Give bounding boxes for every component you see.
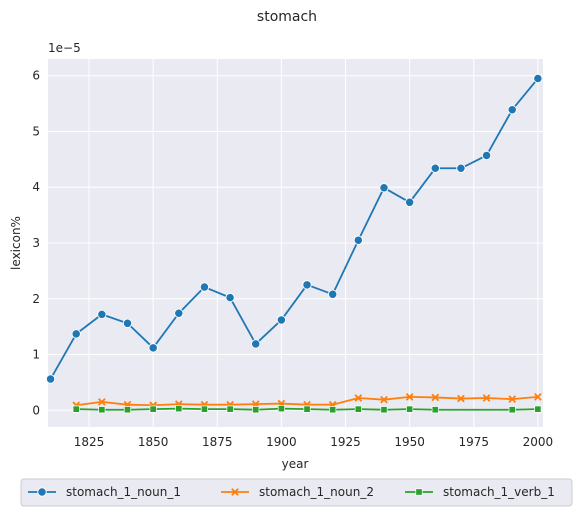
legend-entries: stomach_1_noun_1 stomach_1_noun_2 stomach_… [28, 485, 555, 499]
series-layer [45, 73, 543, 414]
data-point [148, 343, 158, 353]
series-stomach_1_noun_1 [45, 73, 543, 384]
legend-frame [20, 478, 573, 507]
data-point [123, 406, 132, 414]
x-tick-labels: 1825 1850 1875 1900 1925 1950 1975 2000 [74, 435, 553, 449]
data-point [457, 394, 465, 403]
legend-label: stomach_1_noun_1 [66, 485, 181, 499]
data-point [303, 405, 311, 413]
data-point [534, 405, 542, 413]
data-point [353, 235, 363, 245]
series-stomach_1_verb_1 [72, 405, 542, 414]
x-tick-label: 1950 [394, 435, 425, 449]
data-point [199, 282, 210, 292]
y-tick-label: 2 [32, 292, 40, 306]
data-point [354, 405, 362, 413]
data-point [252, 406, 260, 414]
y-tick-label: 0 [32, 403, 40, 417]
legend-marker [415, 488, 423, 496]
data-point [98, 398, 106, 406]
legend-entry: stomach_1_noun_1 [28, 485, 181, 499]
x-tick-label: 1925 [330, 435, 361, 449]
data-point [45, 374, 56, 384]
data-point [508, 395, 517, 403]
chart-title: stomach [257, 9, 317, 25]
data-point [251, 339, 261, 349]
y-tick-label: 5 [32, 124, 40, 138]
data-point [380, 395, 388, 404]
data-point [405, 393, 414, 401]
x-tick-label: 1825 [74, 435, 105, 449]
data-point [276, 315, 287, 325]
x-axis-label: year [282, 457, 309, 471]
data-point [149, 405, 157, 413]
y-offset-label: 1e−5 [48, 41, 81, 55]
data-point [354, 394, 363, 402]
x-tick-label: 1875 [202, 435, 233, 449]
data-point [225, 292, 235, 303]
data-point [277, 405, 285, 413]
legend-entry: stomach_1_noun_2 [221, 485, 374, 499]
data-point [507, 105, 517, 115]
data-point [431, 393, 440, 402]
data-point [329, 406, 337, 414]
legend-entry: stomach_1_verb_1 [405, 485, 555, 499]
data-point [508, 406, 516, 414]
legend-label: stomach_1_noun_2 [259, 485, 374, 499]
data-point [200, 405, 209, 413]
legend: stomach_1_noun_1 stomach_1_noun_2 stomach_… [20, 478, 573, 507]
data-point [226, 405, 234, 413]
data-point [97, 309, 107, 320]
y-tick-labels: 0 1 2 3 4 5 6 [32, 69, 40, 418]
data-point [379, 183, 389, 193]
legend-label: stomach_1_verb_1 [443, 485, 555, 499]
data-point [174, 308, 184, 318]
data-point [328, 289, 338, 299]
data-point [482, 394, 491, 402]
data-point [430, 163, 440, 173]
y-tick-label: 1 [32, 348, 40, 362]
legend-marker [231, 488, 239, 496]
data-point [481, 150, 492, 161]
y-axis-label: lexicon% [9, 216, 23, 270]
data-point [175, 405, 183, 413]
x-tick-label: 2000 [523, 435, 554, 449]
x-tick-label: 1975 [458, 435, 489, 449]
data-point [431, 406, 439, 414]
x-tick-label: 1900 [266, 435, 297, 449]
x-tick-label: 1850 [138, 435, 169, 449]
y-tick-label: 3 [32, 236, 40, 250]
data-point [71, 329, 81, 339]
data-point [533, 73, 543, 84]
y-tick-label: 4 [32, 180, 40, 194]
data-point [406, 405, 414, 413]
data-point [380, 406, 388, 414]
data-point [98, 406, 106, 414]
data-point [456, 163, 466, 173]
legend-marker [37, 487, 47, 497]
data-point [72, 405, 80, 413]
data-point [302, 280, 312, 290]
data-point [534, 393, 542, 401]
data-point [404, 197, 415, 207]
y-tick-label: 6 [32, 69, 40, 83]
data-point [122, 318, 133, 328]
